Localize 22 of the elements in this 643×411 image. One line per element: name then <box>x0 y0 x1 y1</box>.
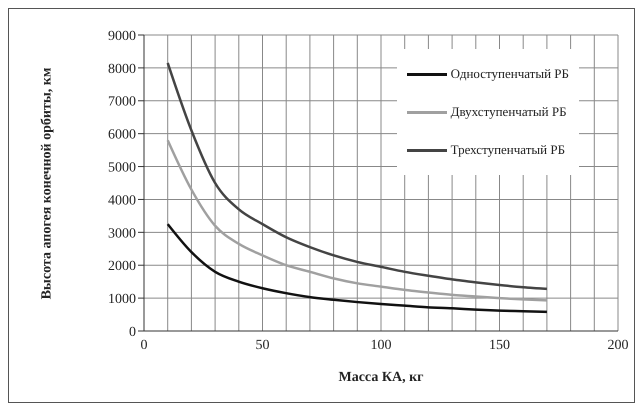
x-tick-label: 150 <box>489 338 510 353</box>
y-tick-label: 0 <box>129 324 136 340</box>
y-tick-label: 3000 <box>108 226 136 242</box>
y-tick-label: 9000 <box>108 28 136 44</box>
legend-label: Одноступенчатый РБ <box>450 66 569 82</box>
x-tick-label: 200 <box>608 338 628 353</box>
y-tick-label: 5000 <box>108 160 136 176</box>
y-tick-label: 6000 <box>108 128 136 143</box>
y-tick-label: 8000 <box>108 62 136 77</box>
y-tick-label: 4000 <box>108 193 136 208</box>
legend-label: Трехступенчатый РБ <box>450 142 566 158</box>
x-tick-label: 50 <box>256 338 270 353</box>
y-tick-label: 2000 <box>108 259 136 274</box>
x-tick-label: 100 <box>370 338 392 353</box>
x-tick-label: 0 <box>140 338 148 353</box>
line-series <box>166 222 548 314</box>
x-axis-title: Масса КА, кг <box>338 370 424 385</box>
y-tick-label: 7000 <box>108 94 136 110</box>
y-axis-title: Высота апогея конечной орбиты, км <box>38 66 56 302</box>
line-series <box>166 138 548 302</box>
y-tick-label: 1000 <box>108 292 136 308</box>
legend-label: Двухступенчатый РБ <box>450 104 567 120</box>
